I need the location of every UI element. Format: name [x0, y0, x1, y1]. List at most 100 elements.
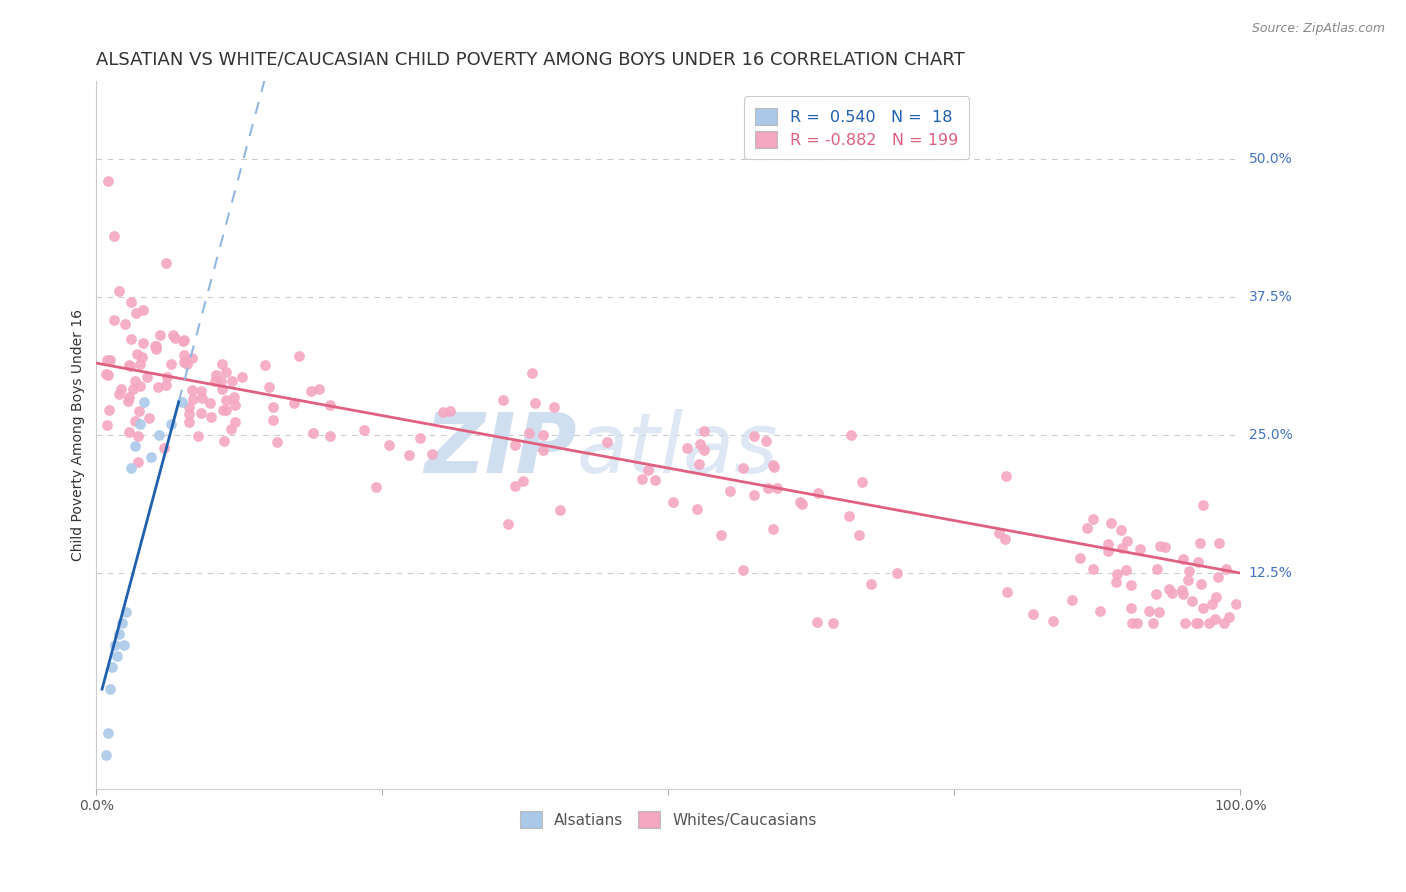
Point	[94, 748, 117, 763]
Point	[543, 400, 565, 414]
Point	[127, 455, 149, 469]
Point	[177, 407, 200, 421]
Point	[688, 458, 710, 472]
Point	[1189, 577, 1212, 591]
Point	[97, 403, 120, 417]
Point	[377, 438, 399, 452]
Point	[520, 366, 543, 380]
Point	[353, 423, 375, 437]
Point	[288, 349, 311, 363]
Point	[744, 488, 766, 502]
Point	[548, 503, 571, 517]
Point	[205, 368, 228, 382]
Point	[517, 425, 540, 440]
Point	[1191, 600, 1213, 615]
Point	[1109, 523, 1132, 537]
Point	[1205, 591, 1227, 605]
Point	[135, 370, 157, 384]
Point	[1154, 541, 1177, 555]
Point	[120, 295, 142, 310]
Point	[172, 394, 194, 409]
Point	[1187, 555, 1209, 569]
Point	[1147, 605, 1170, 619]
Point	[262, 413, 284, 427]
Point	[96, 417, 118, 432]
Point	[512, 474, 534, 488]
Point	[132, 336, 155, 351]
Point	[1215, 562, 1237, 576]
Point	[1208, 536, 1230, 550]
Point	[1119, 578, 1142, 592]
Point	[1204, 612, 1226, 626]
Point	[124, 414, 146, 428]
Point	[120, 332, 142, 346]
Point	[181, 351, 204, 365]
Point	[127, 347, 149, 361]
Point	[141, 450, 163, 464]
Point	[211, 358, 233, 372]
Point	[118, 425, 141, 439]
Point	[1105, 566, 1128, 581]
Point	[686, 502, 709, 516]
Point	[718, 483, 741, 498]
Point	[1171, 586, 1194, 600]
Point	[222, 390, 245, 404]
Point	[1105, 574, 1128, 589]
Point	[492, 392, 515, 407]
Point	[121, 382, 143, 396]
Point	[1218, 609, 1240, 624]
Point	[132, 302, 155, 317]
Point	[1149, 539, 1171, 553]
Point	[742, 428, 765, 442]
Point	[1116, 534, 1139, 549]
Point	[1126, 615, 1149, 630]
Point	[181, 383, 204, 397]
Point	[496, 516, 519, 531]
Text: 37.5%: 37.5%	[1249, 290, 1292, 304]
Point	[131, 350, 153, 364]
Point	[283, 396, 305, 410]
Point	[155, 377, 177, 392]
Point	[215, 365, 238, 379]
Point	[211, 382, 233, 396]
Point	[994, 533, 1017, 547]
Point	[1181, 593, 1204, 607]
Point	[107, 387, 129, 401]
Point	[733, 461, 755, 475]
Point	[187, 429, 209, 443]
Text: Source: ZipAtlas.com: Source: ZipAtlas.com	[1251, 22, 1385, 36]
Point	[98, 352, 121, 367]
Point	[155, 256, 177, 270]
Point	[693, 443, 716, 458]
Text: 50.0%: 50.0%	[1249, 152, 1292, 166]
Point	[110, 615, 132, 630]
Point	[848, 528, 870, 542]
Point	[128, 357, 150, 371]
Point	[172, 334, 194, 349]
Point	[198, 396, 221, 410]
Point	[839, 428, 862, 442]
Point	[523, 395, 546, 409]
Point	[159, 357, 181, 371]
Point	[215, 403, 238, 417]
Point	[146, 380, 169, 394]
Point	[96, 353, 118, 368]
Point	[149, 328, 172, 343]
Point	[266, 434, 288, 449]
Point	[1206, 570, 1229, 584]
Point	[644, 473, 666, 487]
Point	[755, 434, 778, 449]
Point	[219, 422, 242, 436]
Text: atlas: atlas	[576, 409, 779, 490]
Point	[1076, 521, 1098, 535]
Point	[789, 495, 811, 509]
Point	[145, 339, 167, 353]
Point	[98, 682, 121, 697]
Point	[114, 318, 136, 332]
Point	[103, 313, 125, 327]
Point	[1174, 615, 1197, 630]
Point	[662, 494, 685, 508]
Point	[262, 400, 284, 414]
Point	[120, 461, 142, 475]
Point	[319, 428, 342, 442]
